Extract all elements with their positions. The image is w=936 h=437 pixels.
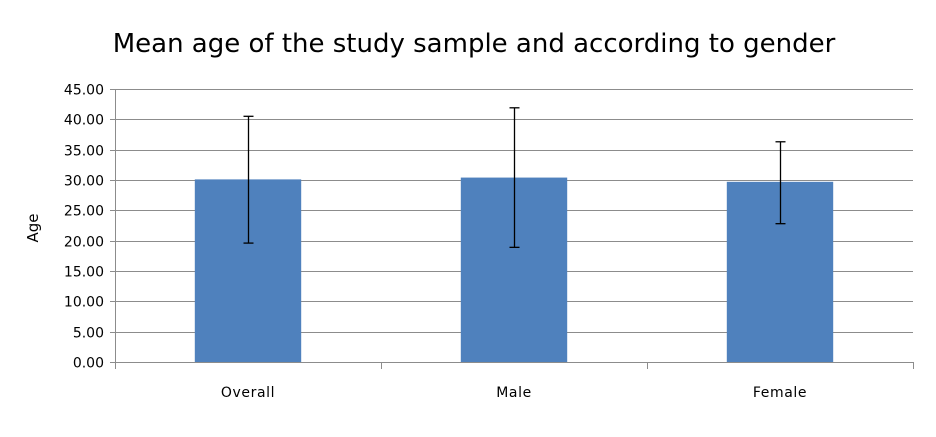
x-tick-label: Female [753, 385, 807, 401]
y-tick-labels: 0.00 5.00 10.00 15.00 20.00 25.00 30.00 35.00 40… [64, 83, 104, 372]
y-tick-label: 5.00 [73, 326, 104, 342]
chart-title: Mean age of the study sample and accordi… [113, 29, 836, 59]
y-tick-label: 30.00 [64, 174, 104, 190]
y-tick-label: 0.00 [73, 356, 104, 372]
y-tick-label: 15.00 [64, 265, 104, 281]
y-tick-label: 45.00 [64, 83, 104, 99]
y-axis-label: Age [24, 213, 42, 242]
error-bars [243, 107, 786, 248]
y-tick-label: 25.00 [64, 204, 104, 220]
axes [110, 89, 914, 369]
y-tick-label: 20.00 [64, 235, 104, 251]
y-tick-label: 10.00 [64, 295, 104, 311]
y-tick-label: 35.00 [64, 144, 104, 160]
y-tick-label: 40.00 [64, 113, 104, 129]
x-tick-label: Overall [221, 385, 275, 401]
x-tick-label: Male [496, 385, 532, 401]
x-tick-labels: Overall Male Female [221, 385, 807, 401]
